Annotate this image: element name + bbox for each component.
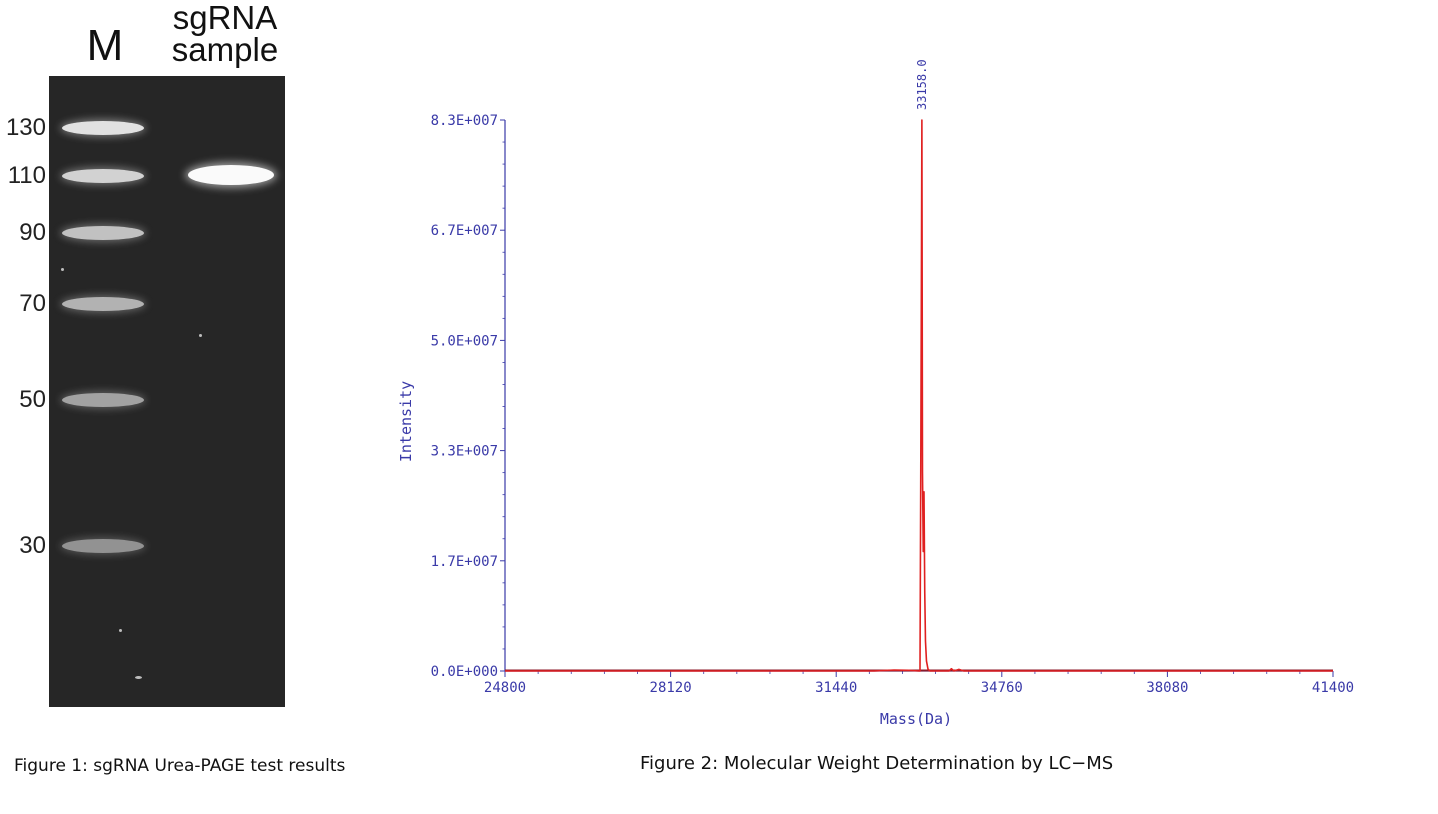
- sample-lane-label-line1: sgRNA: [172, 0, 278, 36]
- gel-speck: [61, 268, 64, 271]
- gel-figure: M sgRNA sample 130 110 90 70 50 30 Figure 1: …: [0, 0, 360, 814]
- lcms-chart: 0.0E+000 1.7E+007 3.3E+007 5.0E+007 6.7E+007…: [397, 59, 1354, 728]
- ladder-band-70: [62, 297, 144, 312]
- ladder-label-70: 70: [19, 290, 46, 318]
- y-tick-label: 8.3E+007: [431, 113, 498, 129]
- gel-speck: [199, 334, 202, 337]
- ladder-label-50: 50: [19, 386, 46, 414]
- ladder-band-30: [62, 539, 144, 553]
- x-tick-label: 31440: [815, 680, 857, 696]
- sample-band: [188, 164, 274, 185]
- figure1-caption: Figure 1: sgRNA Urea-PAGE test results: [14, 756, 346, 776]
- sample-lane-label-line2: sample: [171, 31, 279, 68]
- x-tick-label: 34760: [981, 680, 1023, 696]
- x-axis-label: Mass(Da): [880, 710, 952, 728]
- x-tick-label: 38080: [1146, 680, 1188, 696]
- gel-speck: [135, 676, 142, 679]
- ladder-label-30: 30: [19, 532, 46, 559]
- x-tick-label: 41400: [1312, 680, 1354, 696]
- x-tick-label: 28120: [650, 680, 692, 696]
- ladder-label-130: 130: [5, 114, 46, 141]
- gel-image: [49, 76, 285, 707]
- y-tick-label: 0.0E+000: [431, 664, 498, 680]
- x-tick-label: 24800: [484, 680, 526, 696]
- y-tick-label: 3.3E+007: [431, 444, 498, 460]
- figure2-caption: Figure 2: Molecular Weight Determination…: [640, 753, 1114, 774]
- y-axis-label: Intensity: [397, 381, 415, 462]
- ladder-label-110: 110: [7, 161, 46, 189]
- ladder-band-50: [62, 393, 144, 408]
- sample-lane-label: sgRNA sample: [150, 0, 300, 68]
- ladder-band-110: [62, 168, 144, 183]
- gel-speck: [119, 629, 122, 632]
- marker-lane-label: M: [86, 21, 124, 70]
- y-tick-label: 6.7E+007: [431, 223, 498, 239]
- y-tick-label: 5.0E+007: [431, 333, 498, 349]
- ladder-label-90: 90: [19, 218, 46, 246]
- ladder-band-90: [62, 225, 144, 240]
- ladder-band-130: [62, 121, 144, 135]
- y-tick-label: 1.7E+007: [431, 554, 498, 570]
- peak-annotation: 33158.0: [915, 59, 929, 110]
- spectrum-line-0: [505, 119, 1333, 672]
